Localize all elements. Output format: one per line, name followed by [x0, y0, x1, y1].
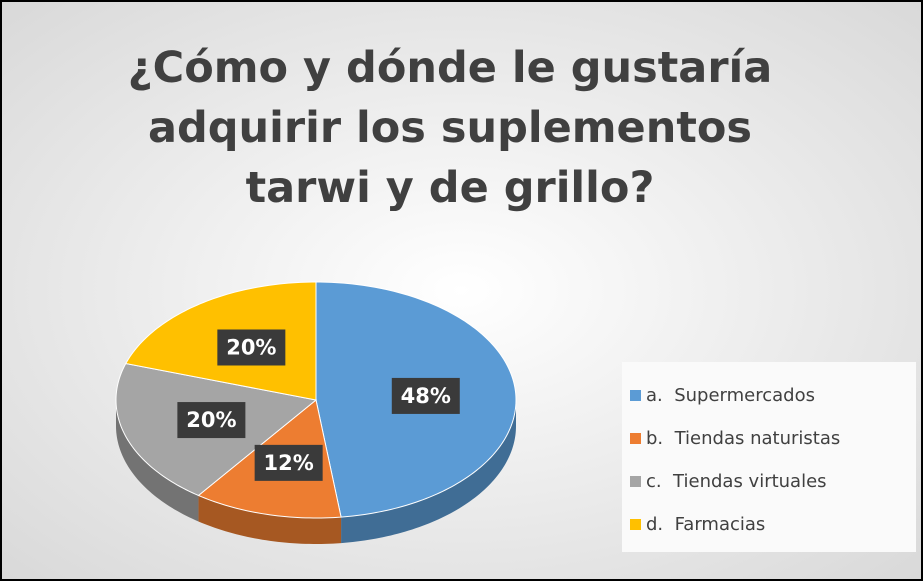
legend-swatch [630, 433, 641, 444]
legend-box [622, 362, 916, 552]
chart-title: ¿Cómo y dónde le gustaría adquirir los s… [127, 43, 773, 213]
data-label-box [391, 377, 460, 414]
legend-label: c. Tiendas virtuales [646, 471, 827, 492]
legend-label: d. Farmacias [646, 514, 765, 535]
legend-label: b. Tiendas naturistas [646, 428, 840, 449]
legend-swatch [630, 519, 641, 530]
legend-swatch [630, 476, 641, 487]
slice-side [116, 400, 199, 522]
data-label-box [254, 444, 323, 481]
data-label-box [177, 402, 246, 439]
data-label: 12% [264, 451, 314, 475]
legend-swatch [630, 390, 641, 401]
slice-side [198, 495, 342, 544]
data-label: 20% [226, 335, 276, 359]
data-label: 20% [186, 408, 236, 432]
data-label-box [217, 329, 286, 366]
data-label: 48% [401, 384, 451, 408]
legend-label: a. Supermercados [646, 385, 815, 406]
slice-side [341, 400, 516, 544]
